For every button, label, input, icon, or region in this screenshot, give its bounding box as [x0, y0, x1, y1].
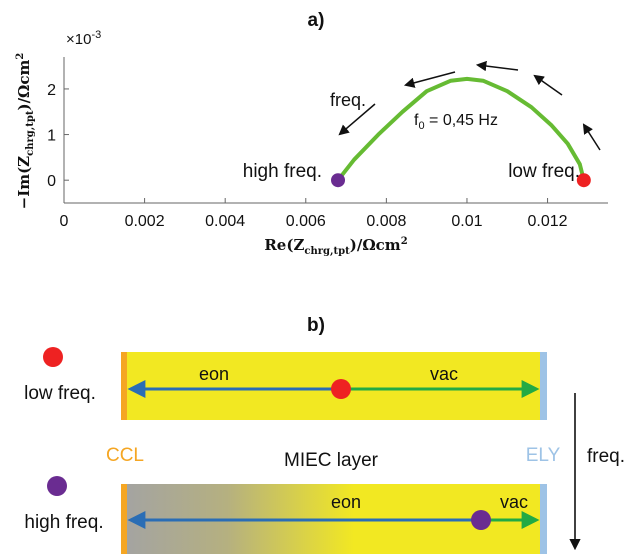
freq-direction-label: freq.: [587, 446, 625, 467]
eon-label-high: eon: [331, 492, 361, 512]
x-ticks: 0 0.002 0.004 0.006 0.008 0.01 0.012: [60, 198, 568, 230]
vac-label-high: vac: [500, 492, 528, 512]
ccl-strip-low: [121, 352, 127, 420]
x-tick-label: 0.012: [528, 213, 568, 230]
low-freq-row-label: low freq.: [24, 383, 96, 404]
f0-annotation: f0 = 0,45 Hz: [414, 112, 498, 132]
y-tick-label: 0: [47, 173, 56, 190]
x-tick-label: 0.002: [125, 213, 165, 230]
panel-b: b) low freq. eon vac CCL MIEC layer ELY …: [24, 315, 625, 554]
y-exponent-base: ×10: [66, 31, 91, 48]
ccl-strip-high: [121, 484, 127, 554]
vac-label-low: vac: [430, 364, 458, 384]
charge-transfer-point-high: [471, 510, 491, 530]
x-tick-label: 0.008: [366, 213, 406, 230]
y-ticks: 0 1 2: [47, 82, 69, 190]
ely-label: ELY: [526, 445, 561, 466]
x-tick-label: 0.01: [451, 213, 482, 230]
charge-transfer-point-low: [331, 379, 351, 399]
low-freq-label: low freq.: [508, 161, 580, 182]
panel-a: a) ×10-3 −Im(Zchrg,tpt)/Ωcm2 012 0 0.002 0…: [15, 10, 608, 257]
direction-arrow-1: [582, 123, 601, 151]
y-exponent-power: -3: [91, 29, 101, 41]
ely-strip-high: [540, 484, 547, 554]
high-freq-point: [331, 173, 346, 188]
nyquist-curve: [336, 76, 586, 182]
high-freq-label: high freq.: [243, 161, 322, 182]
direction-arrow-3: [475, 60, 519, 72]
x-axis-label: Re(Zchrg,tpt)/Ωcm2: [264, 236, 407, 257]
direction-arrow-2: [533, 74, 563, 96]
y-axis-label: −Im(Zchrg,tpt)/Ωcm2: [15, 53, 36, 210]
x-tick-label: 0.006: [286, 213, 326, 230]
direction-arrow-4: [403, 71, 456, 88]
x-tick-label: 0: [60, 213, 69, 230]
panel-b-label: b): [307, 315, 325, 336]
high-freq-marker: [47, 476, 67, 496]
direction-arrow-5: [338, 103, 376, 136]
freq-annotation: freq.: [330, 90, 366, 110]
y-tick-label: 2: [47, 82, 56, 99]
panel-a-label: a): [308, 10, 325, 31]
y-tick-label: 1: [47, 128, 56, 145]
x-tick-label: 0.004: [205, 213, 245, 230]
miec-layer-label: MIEC layer: [284, 450, 379, 471]
high-freq-row-label: high freq.: [24, 512, 103, 533]
y-exponent-label: ×10-3: [66, 29, 101, 48]
low-freq-point: [576, 173, 591, 188]
low-freq-marker: [43, 347, 63, 367]
eon-label-low: eon: [199, 364, 229, 384]
ccl-label: CCL: [106, 445, 144, 466]
ely-strip-low: [540, 352, 547, 420]
